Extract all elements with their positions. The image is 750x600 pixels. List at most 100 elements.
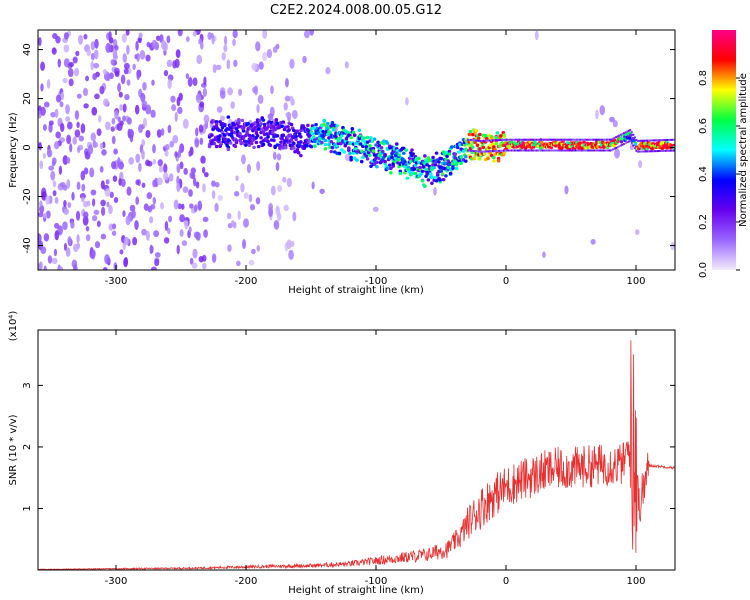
heatmap-ridge-cell (244, 143, 248, 147)
heatmap-edge-cell (593, 138, 596, 141)
heatmap-edge-cell (602, 138, 605, 141)
colorbar-tick-label: 0.2 (698, 214, 709, 230)
heatmap-ridge-cell (309, 145, 314, 149)
heatmap-edge-cell (537, 149, 540, 152)
heatmap-ridge-cell (299, 153, 303, 158)
heatmap-cell (105, 121, 111, 131)
heatmap-cell (236, 260, 241, 267)
heatmap-edge-cell (635, 149, 638, 152)
heatmap-cell (214, 182, 220, 188)
heatmap-edge-cell (506, 149, 508, 152)
heatmap-cell (114, 110, 119, 120)
heatmap-edge-cell (504, 138, 507, 141)
heatmap-cell (99, 166, 104, 173)
heatmap-cell (40, 106, 46, 116)
heatmap-ridge-cell (502, 133, 507, 137)
heatmap-edge-cell (647, 139, 650, 142)
heatmap-edge-cell (499, 139, 502, 142)
heatmap-edge-cell (598, 138, 601, 141)
heatmap-cell (75, 50, 80, 57)
heatmap-ridge-cell (287, 128, 291, 132)
heatmap-ridge-cell (489, 153, 494, 158)
heatmap-edge-cell (618, 134, 621, 137)
y-tick-label: 2 (22, 444, 33, 450)
heatmap-cell (91, 198, 96, 207)
heatmap-cell (202, 87, 208, 97)
heatmap-ridge-cell (457, 150, 461, 154)
heatmap-edge-cell (604, 149, 607, 152)
heatmap-cell (110, 126, 115, 132)
heatmap-cell (192, 30, 197, 37)
heatmap-edge-cell (627, 140, 630, 143)
heatmap-cell (302, 55, 307, 64)
heatmap-edge-cell (619, 144, 622, 147)
heatmap-cell (564, 185, 569, 195)
heatmap-ridge-cell (365, 135, 370, 140)
heatmap-ridge-cell (280, 124, 284, 129)
heatmap-cell (51, 257, 58, 265)
heatmap-ridge-cell (451, 164, 455, 168)
heatmap-cell (251, 248, 256, 255)
heatmap-edge-cell (520, 138, 523, 141)
heatmap-edge-cell (582, 138, 585, 141)
heatmap-cell (47, 255, 53, 264)
heatmap-ridge-cell (218, 144, 222, 149)
heatmap-edge-cell (638, 150, 641, 153)
heatmap-cell (93, 142, 99, 148)
heatmap-cell (96, 128, 102, 137)
heatmap-edge-cell (607, 149, 610, 152)
heatmap-cell (38, 142, 42, 151)
heatmap-cell (191, 262, 198, 269)
heatmap-cell (63, 208, 70, 215)
heatmap-cell (135, 179, 140, 186)
heatmap-cell (217, 195, 223, 201)
heatmap-cell (267, 113, 274, 121)
heatmap-edge-cell (527, 138, 530, 141)
heatmap-edge-cell (562, 138, 565, 141)
heatmap-ridge-cell (239, 140, 243, 145)
heatmap-cell (82, 201, 89, 208)
heatmap-cell (251, 63, 258, 71)
heatmap-edge-cell (573, 149, 576, 152)
heatmap-edge-cell (577, 149, 580, 152)
heatmap-ridge-cell (368, 153, 372, 158)
heatmap-ridge-cell (454, 166, 459, 171)
heatmap-cell (202, 216, 209, 222)
heatmap-ridge-cell (255, 133, 260, 138)
heatmap-cell (121, 33, 127, 43)
heatmap-edge-cell (643, 139, 646, 142)
heatmap-ridge-cell (368, 144, 372, 148)
heatmap-edge-cell (552, 138, 555, 141)
heatmap-edge-cell (619, 133, 622, 136)
heatmap-ridge-cell (375, 160, 379, 165)
heatmap-ridge-cell (352, 133, 357, 137)
heatmap-cell (72, 243, 79, 253)
y-tick-label: -40 (22, 237, 33, 253)
heatmap-cell (195, 231, 201, 241)
heatmap-edge-cell (626, 141, 629, 144)
heatmap-cell (154, 258, 160, 267)
heatmap-cell (198, 124, 204, 133)
heatmap-cell (122, 210, 126, 217)
heatmap-cell (179, 214, 185, 223)
heatmap-cell (125, 215, 131, 226)
heatmap-edge-cell (616, 135, 619, 138)
heatmap-edge-cell (633, 136, 636, 139)
heatmap-ridge-cell (375, 165, 379, 169)
heatmap-ridge-cell (448, 171, 453, 176)
heatmap-edge-cell (540, 138, 543, 141)
heatmap-cell (226, 59, 231, 70)
heatmap-cell (106, 201, 110, 208)
heatmap-ridge-cell (485, 137, 489, 141)
heatmap-cell (171, 104, 177, 112)
heatmap-cell (141, 228, 147, 236)
heatmap-edge-cell (467, 138, 469, 141)
heatmap-edge-cell (473, 150, 476, 153)
heatmap-cell (194, 138, 200, 148)
heatmap-cell (141, 149, 145, 160)
heatmap-cell (60, 91, 65, 101)
heatmap-cell (105, 42, 112, 53)
heatmap-edge-cell (601, 149, 604, 152)
heatmap-ridge-cell (283, 146, 288, 150)
heatmap-cell (181, 240, 188, 247)
